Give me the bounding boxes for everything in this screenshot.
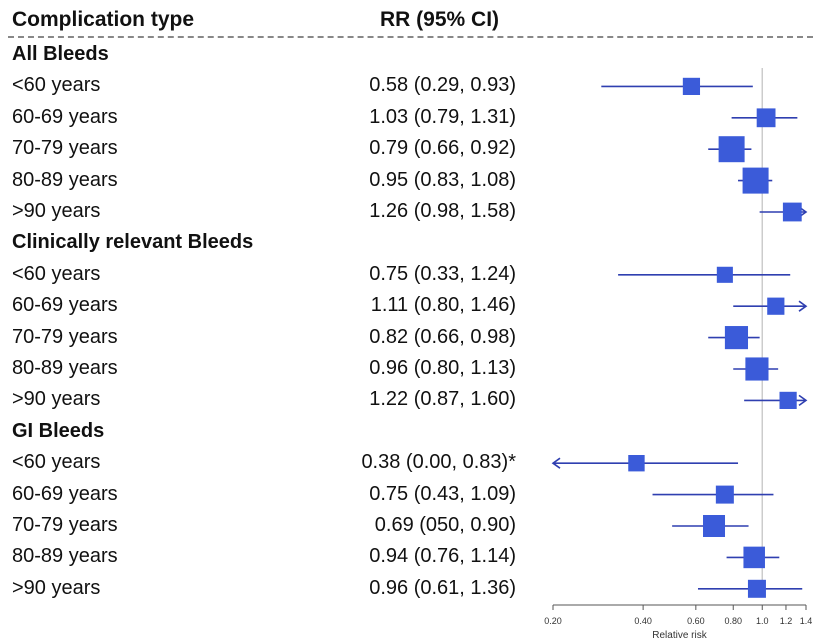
row-label: 70-79 years: [12, 514, 118, 536]
row-rr-value: 0.79 (0.66, 0.92): [369, 137, 516, 160]
row-label: 60-69 years: [12, 482, 118, 505]
point-estimate-marker: [715, 485, 734, 504]
x-axis-label: Relative risk: [652, 630, 707, 641]
group-header: GI Bleeds: [12, 419, 105, 442]
row-rr-value: 0.94 (0.76, 1.14): [369, 545, 516, 568]
row-rr-value: 0.75 (0.33, 1.24): [369, 262, 516, 285]
point-estimate-marker: [779, 391, 797, 409]
row-rr-value: 0.82 (0.66, 0.98): [369, 325, 516, 348]
row-rr-value: 0.69 (050, 0.90): [374, 514, 516, 536]
row-label: >90 years: [12, 576, 101, 599]
row-rr-value: 1.22 (0.87, 1.60): [369, 388, 516, 411]
point-estimate-marker: [767, 297, 785, 315]
group-header: Clinically relevant Bleeds: [12, 231, 254, 254]
point-estimate-marker: [743, 546, 765, 569]
row-label: <60 years: [12, 262, 101, 285]
ci-arrow-left: [551, 457, 561, 469]
x-tick-label: 0.40: [634, 616, 652, 626]
row-rr-value: 0.75 (0.43, 1.09): [369, 482, 516, 505]
x-tick-label: 1.4: [800, 616, 813, 626]
point-estimate-marker: [742, 167, 769, 194]
row-label: 60-69 years: [12, 105, 118, 128]
point-estimate-marker: [747, 579, 766, 598]
row-label: 80-89 years: [12, 357, 118, 379]
point-estimate-marker: [628, 455, 645, 472]
point-estimate-marker: [682, 77, 701, 95]
row-rr-value: 1.26 (0.98, 1.58): [369, 200, 516, 222]
row-rr-value: 1.11 (0.80, 1.46): [370, 294, 516, 317]
row-label: <60 years: [12, 451, 101, 474]
row-label: 70-79 years: [12, 137, 118, 160]
ci-arrow-right: [798, 394, 808, 407]
point-estimate-marker: [745, 357, 769, 381]
row-rr-value: 0.95 (0.83, 1.08): [369, 168, 516, 191]
header-divider: [8, 36, 813, 38]
row-label: <60 years: [12, 74, 101, 97]
x-tick-label: 1.2: [780, 616, 793, 626]
x-tick-label: 1.0: [756, 616, 769, 626]
point-estimate-marker: [756, 108, 776, 128]
point-estimate-marker: [782, 202, 802, 222]
x-tick-label: 0.20: [544, 616, 562, 626]
ci-arrow-right: [798, 300, 808, 312]
column-header-complication-type: Complication type: [12, 8, 195, 31]
row-rr-value: 0.38 (0.00, 0.83)*: [361, 451, 516, 474]
x-tick-label: 0.80: [724, 616, 742, 626]
point-estimate-marker: [716, 266, 733, 283]
column-header-rr-ci: RR (95% CI): [380, 8, 500, 31]
row-label: 60-69 years: [12, 294, 118, 317]
row-label: 80-89 years: [12, 168, 118, 191]
row-label: >90 years: [12, 388, 101, 411]
row-rr-value: 1.03 (0.79, 1.31): [369, 105, 516, 128]
row-label: 80-89 years: [12, 545, 118, 568]
point-estimate-marker: [724, 326, 749, 350]
x-tick-label: 0.60: [687, 616, 705, 626]
row-rr-value: 0.58 (0.29, 0.93): [369, 74, 516, 97]
row-rr-value: 0.96 (0.80, 1.13): [369, 357, 516, 379]
row-label: 70-79 years: [12, 325, 118, 348]
point-estimate-marker: [718, 136, 745, 163]
group-header: All Bleeds: [12, 43, 109, 65]
row-rr-value: 0.96 (0.61, 1.36): [369, 576, 516, 599]
point-estimate-marker: [703, 515, 726, 537]
row-label: >90 years: [12, 200, 101, 222]
